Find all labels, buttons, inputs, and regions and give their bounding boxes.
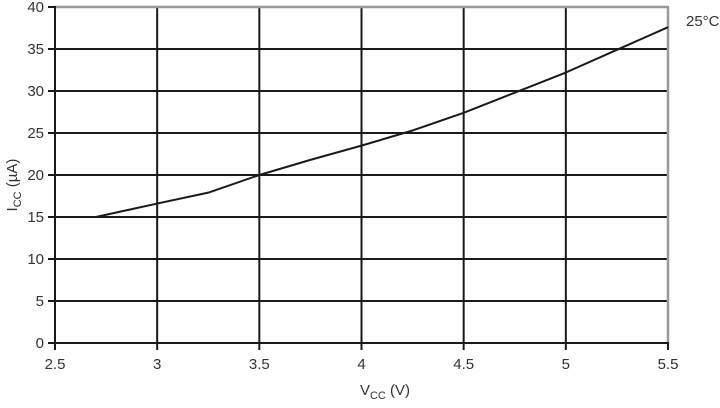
x-tick-label: 5.5 (658, 356, 679, 373)
y-axis-title: ICC (µA) (4, 115, 24, 255)
series-temperature-annotation: 25°C (686, 13, 720, 30)
x-tick-label: 3.5 (249, 356, 270, 373)
y-tick-label: 5 (36, 293, 44, 310)
y-tick-label: 25 (27, 125, 44, 142)
x-axis-title-subscript: CC (369, 390, 386, 402)
x-tick-label: 5 (562, 356, 570, 373)
x-tick-label: 2.5 (45, 356, 66, 373)
x-axis-title-unit: (V) (385, 382, 411, 399)
y-axis-title-symbol: I (4, 207, 21, 212)
y-tick-label: 40 (27, 0, 44, 16)
y-tick-label: 15 (27, 209, 44, 226)
y-tick-label: 20 (27, 167, 44, 184)
y-tick-label: 30 (27, 83, 44, 100)
x-tick-label: 3 (153, 356, 161, 373)
series-line (95, 26, 669, 218)
y-tick-label: 0 (36, 335, 44, 352)
y-axis-title-unit: (µA) (4, 158, 21, 192)
y-tick-label: 10 (27, 251, 44, 268)
x-axis-title-symbol: V (359, 382, 370, 399)
x-tick-label: 4 (357, 356, 365, 373)
y-axis-title-subscript: CC (12, 191, 24, 208)
x-axis-title: VCC (V) (285, 382, 485, 404)
x-tick-label: 4.5 (453, 356, 474, 373)
y-tick-label: 35 (27, 41, 44, 58)
